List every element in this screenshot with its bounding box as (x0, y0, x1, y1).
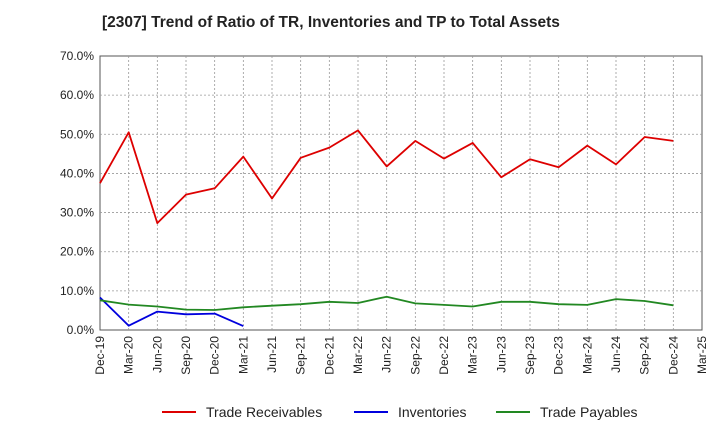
y-tick-label: 70.0% (60, 49, 94, 63)
legend-swatch (496, 411, 530, 413)
x-tick-label: Dec-22 (437, 336, 451, 375)
x-tick-label: Mar-22 (351, 336, 365, 374)
trade-receivables-line (99, 129, 674, 225)
plot-frame (99, 55, 703, 331)
x-tick-label: Jun-23 (494, 336, 508, 373)
legend-item-trade-receivables: Trade Receivables (162, 404, 322, 420)
y-tick-label: 0.0% (67, 323, 95, 337)
x-tick-label: Jun-22 (380, 336, 394, 373)
legend-label: Trade Receivables (206, 404, 323, 420)
x-tick-label: Dec-24 (666, 336, 680, 375)
legend: Trade Receivables Inventories Trade Payabl… (0, 404, 720, 426)
x-tick-label: Jun-21 (265, 336, 279, 373)
x-tick-label: Dec-23 (552, 336, 566, 375)
chart-title: [2307] Trend of Ratio of TR, Inventories… (102, 14, 560, 31)
trade-payables-line (99, 295, 674, 311)
x-tick-label: Sep-20 (179, 336, 193, 375)
legend-item-trade-payables: Trade Payables (496, 404, 638, 420)
legend-swatch (162, 411, 196, 413)
x-tick-label: Dec-19 (93, 336, 107, 375)
x-tick-label: Sep-24 (638, 336, 652, 375)
legend-swatch (354, 411, 388, 413)
x-tick-label: Jun-20 (150, 336, 164, 373)
x-tick-label: Mar-25 (695, 336, 709, 374)
y-tick-label: 50.0% (60, 127, 94, 141)
legend-label: Inventories (398, 404, 467, 420)
y-tick-label: 60.0% (60, 88, 94, 102)
x-tick-label: Mar-23 (466, 336, 480, 374)
x-tick-label: Dec-20 (208, 336, 222, 375)
x-tick-label: Mar-24 (580, 336, 594, 374)
x-tick-label: Mar-20 (122, 336, 136, 374)
y-tick-label: 30.0% (60, 206, 94, 220)
x-tick-label: Sep-22 (408, 336, 422, 375)
inventories-line (99, 296, 244, 327)
x-tick-label: Sep-23 (523, 336, 537, 375)
x-tick-label: Dec-21 (322, 336, 336, 375)
y-tick-label: 20.0% (60, 245, 94, 259)
legend-label: Trade Payables (540, 404, 638, 420)
x-tick-label: Sep-21 (294, 336, 308, 375)
y-tick-label: 10.0% (60, 284, 94, 298)
x-tick-label: Mar-21 (236, 336, 250, 374)
x-tick-label: Jun-24 (609, 336, 623, 373)
y-tick-label: 40.0% (60, 166, 94, 180)
legend-item-inventories: Inventories (354, 404, 466, 420)
